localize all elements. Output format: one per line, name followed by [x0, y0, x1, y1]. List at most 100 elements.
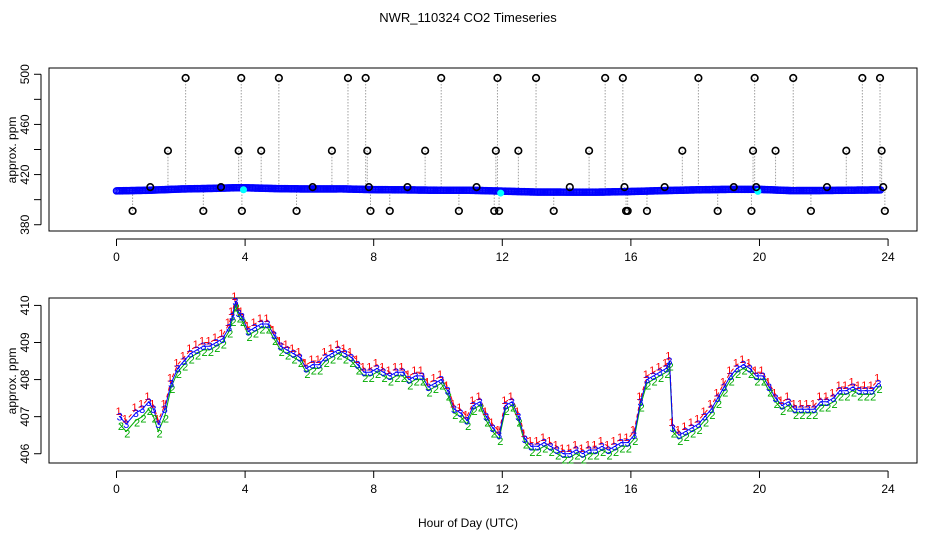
series-marker-3: 3 — [766, 382, 772, 394]
series-marker-3: 3 — [682, 426, 688, 438]
series-marker-3: 3 — [213, 337, 219, 349]
series-marker-1: 1 — [540, 432, 546, 444]
spike-point — [879, 183, 888, 192]
series-marker-1: 1 — [771, 387, 777, 399]
spike-point — [237, 206, 246, 216]
series-marker-1: 1 — [257, 313, 263, 325]
series-marker-1: 1 — [598, 436, 604, 448]
series-marker-2: 2 — [613, 447, 619, 459]
spike-point — [623, 206, 632, 216]
spike-point — [128, 206, 137, 216]
series-marker-1: 1 — [234, 302, 240, 314]
series-marker-2: 2 — [799, 410, 805, 422]
series-marker-2: 2 — [857, 391, 863, 403]
series-marker-3: 3 — [580, 449, 586, 461]
series-marker-1: 1 — [707, 399, 713, 411]
series-marker-3: 3 — [779, 401, 785, 413]
series-marker-1: 1 — [855, 380, 861, 392]
series-marker-2: 2 — [510, 403, 516, 415]
series-marker-2: 2 — [652, 377, 658, 389]
series-marker-3: 3 — [380, 367, 386, 379]
spike-point — [877, 146, 886, 155]
series-marker-3: 3 — [715, 393, 721, 405]
series-marker-1: 1 — [476, 391, 482, 403]
baseline-accent-point — [239, 186, 247, 194]
series-marker-3: 3 — [856, 386, 862, 398]
series-marker-2: 2 — [237, 314, 243, 326]
series-marker-1: 1 — [668, 417, 674, 429]
spike-point — [618, 73, 627, 83]
series-marker-1: 1 — [250, 317, 256, 329]
top-y-axis: 380 420 460 500 — [18, 64, 42, 235]
series-marker-3: 3 — [644, 375, 650, 387]
series-marker-1: 1 — [797, 399, 803, 411]
series-marker-2: 2 — [401, 373, 407, 385]
series-marker-3: 3 — [123, 419, 129, 431]
spike-point — [472, 183, 481, 192]
series-marker-1: 1 — [623, 432, 629, 444]
series-marker-3: 3 — [220, 334, 226, 346]
series-marker-2: 2 — [626, 443, 632, 455]
series-marker-1: 1 — [681, 421, 687, 433]
series-marker-2: 2 — [645, 380, 651, 392]
spike-point — [490, 206, 499, 216]
series-marker-1: 1 — [630, 424, 636, 436]
spike-point — [199, 206, 208, 216]
series-marker-3: 3 — [393, 367, 399, 379]
series-marker-1: 1 — [553, 439, 559, 451]
series-marker-2: 2 — [529, 447, 535, 459]
series-marker-3: 3 — [843, 386, 849, 398]
baseline-accent-point — [497, 189, 505, 197]
series-marker-2: 2 — [806, 410, 812, 422]
series-marker-3: 3 — [117, 412, 123, 424]
series-marker-2: 2 — [754, 377, 760, 389]
series-marker-1: 1 — [450, 399, 456, 411]
series-marker-1: 1 — [527, 436, 533, 448]
series-marker-3: 3 — [200, 341, 206, 353]
series-marker-2: 2 — [587, 451, 593, 463]
series-marker-1: 1 — [508, 391, 514, 403]
series-marker-2: 2 — [568, 454, 574, 466]
series-marker-2: 2 — [877, 384, 883, 396]
spike-point — [880, 206, 889, 216]
series-marker-3: 3 — [740, 360, 746, 372]
series-marker-1: 1 — [302, 358, 308, 370]
series-marker-1: 1 — [656, 361, 662, 373]
series-marker-2: 2 — [381, 373, 387, 385]
series-marker-2: 2 — [266, 325, 272, 337]
series-marker-1: 1 — [495, 424, 501, 436]
series-marker-2: 2 — [793, 410, 799, 422]
series-marker-1: 1 — [218, 328, 224, 340]
spike-point — [216, 183, 226, 192]
spike-point — [493, 73, 502, 83]
series-marker-1: 1 — [418, 365, 424, 377]
series-marker-3: 3 — [625, 438, 631, 450]
series-marker-3: 3 — [522, 434, 528, 446]
series-marker-2: 2 — [703, 417, 709, 429]
series-marker-2: 2 — [343, 354, 349, 366]
series-marker-2: 2 — [735, 369, 741, 381]
series-marker-3: 3 — [168, 378, 174, 390]
series-marker-3: 3 — [760, 371, 766, 383]
spike-point — [327, 146, 337, 155]
series-marker-2: 2 — [668, 362, 674, 374]
series-marker-1: 1 — [160, 399, 166, 411]
spike-point — [292, 206, 301, 216]
series-marker-3: 3 — [175, 363, 181, 375]
series-marker-3: 3 — [181, 356, 187, 368]
spike-point — [385, 206, 394, 216]
series-marker-3: 3 — [290, 349, 296, 361]
series-marker-2: 2 — [607, 451, 613, 463]
spike-point — [549, 206, 558, 216]
series-marker-1: 1 — [694, 413, 700, 425]
spike-point — [747, 206, 756, 216]
spike-point — [491, 146, 500, 155]
series-marker-2: 2 — [272, 336, 278, 348]
series-marker-2: 2 — [182, 362, 188, 374]
series-marker-2: 2 — [536, 447, 542, 459]
series-marker-2: 2 — [664, 369, 670, 381]
series-marker-3: 3 — [387, 371, 393, 383]
series-marker-2: 2 — [459, 414, 465, 426]
series-marker-2: 2 — [304, 369, 310, 381]
series-marker-2: 2 — [819, 403, 825, 415]
